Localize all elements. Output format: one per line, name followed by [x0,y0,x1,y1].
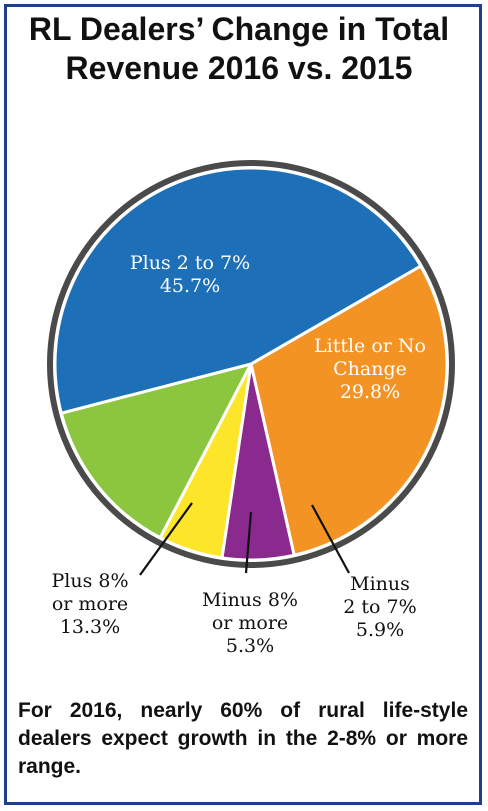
slice-label: Plus 8% or more 13.3% [51,570,128,638]
slice-value-label: 5.9% [356,619,404,641]
slice-value-label: 13.3% [60,616,120,638]
leader-line [311,504,350,574]
leader-line [244,511,253,574]
pie-slice [59,361,254,540]
slice-name-label: Minus 8% [202,589,298,611]
slice-value-label: 29.8% [340,381,400,403]
chart-title-line-1: RL Dealers’ Change in Total [28,11,450,47]
pie-chart: Little or No Change 29.8%Minus 2 to 7% 5.9%M… [47,160,455,657]
slice-label: Minus 2 to 7% 5.9% [343,573,416,641]
chart-caption: For 2016, nearly 60% of rural life-style… [18,699,468,778]
slice-label: Plus 2 to 7% 45.7% [130,252,250,297]
slice-name-label: Plus 2 to 7% [130,252,250,274]
slice-label: Little or No Change 29.8% [314,335,426,403]
slice-name-label: Change [333,358,407,380]
chart-title-line-2: Revenue 2016 vs. 2015 [65,50,413,86]
slice-name-label: or more [52,593,128,615]
leader-line [139,502,193,576]
slice-name-label: Minus [350,573,410,595]
chart-title: RL Dealers’ Change in Total Revenue 2016… [0,10,478,88]
pie-slice [53,166,423,415]
slice-name-label: Plus 8% [51,570,128,592]
slice-value-label: 45.7% [160,275,220,297]
slice-name-label: Little or No [314,335,426,357]
slice-label: Minus 8% or more 5.3% [202,589,298,657]
slice-name-label: or more [212,612,288,634]
slice-name-label: 2 to 7% [343,596,416,618]
pie-slice [249,263,449,557]
slice-value-label: 5.3% [226,635,274,657]
